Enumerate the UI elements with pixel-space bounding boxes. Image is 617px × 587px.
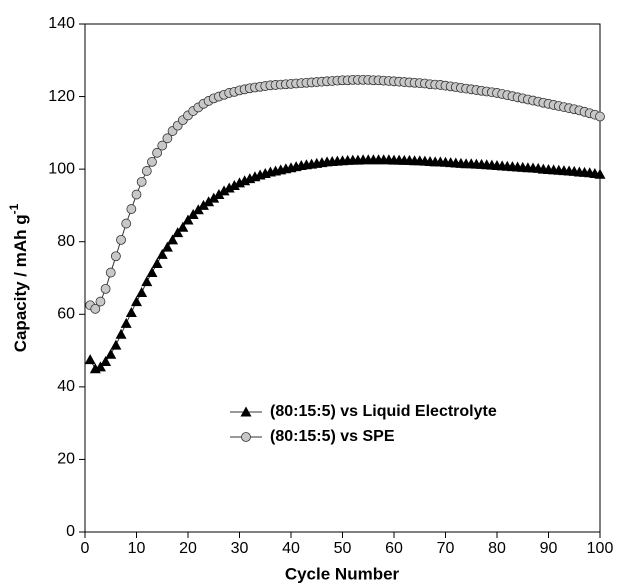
triangle-marker <box>156 248 168 259</box>
x-tick-label: 30 <box>231 540 249 557</box>
legend-label: (80:15:5) vs Liquid Electrolyte <box>270 403 497 420</box>
triangle-marker <box>136 287 148 298</box>
y-tick-label: 0 <box>66 523 75 540</box>
y-tick-label: 40 <box>57 378 75 395</box>
x-tick-label: 50 <box>334 540 352 557</box>
triangle-marker <box>223 182 235 193</box>
x-tick-label: 40 <box>282 540 300 557</box>
triangle-marker <box>146 267 158 278</box>
circle-marker <box>126 204 137 214</box>
triangle-marker <box>105 348 117 359</box>
circle-marker <box>121 218 132 229</box>
x-tick-label: 10 <box>128 540 146 557</box>
circle-marker <box>116 234 126 245</box>
y-tick-label: 80 <box>57 233 75 250</box>
circle-marker <box>105 267 116 278</box>
series-line <box>89 159 601 370</box>
triangle-marker <box>172 227 184 238</box>
circle-marker <box>111 251 121 262</box>
circle-marker <box>162 133 173 144</box>
triangle-marker <box>94 361 106 372</box>
triangle-marker <box>84 354 96 365</box>
y-label-sup: -1 <box>7 203 21 214</box>
y-tick-label: 100 <box>48 160 75 177</box>
circle-marker <box>141 166 152 176</box>
y-axis-label: Capacity / mAh g-1 <box>7 203 30 352</box>
circle-marker <box>147 156 157 167</box>
triangle-marker <box>203 196 215 207</box>
x-tick-label: 100 <box>587 540 614 557</box>
x-tick-label: 80 <box>488 540 506 557</box>
circle-marker <box>95 296 106 307</box>
triangle-marker <box>218 185 230 196</box>
y-tick-label: 140 <box>48 15 75 32</box>
circle-marker <box>131 189 142 200</box>
x-tick-label: 60 <box>385 540 403 557</box>
triangle-marker <box>151 257 163 268</box>
triangle-marker <box>228 179 240 190</box>
triangle-marker <box>115 328 127 339</box>
x-tick-label: 20 <box>179 540 197 557</box>
legend-label: (80:15:5) vs SPE <box>270 428 395 445</box>
circle-marker <box>100 283 111 294</box>
x-axis-label: Cycle Number <box>285 564 400 583</box>
triangle-marker <box>167 234 179 245</box>
triangle-marker <box>110 339 122 350</box>
circle-marker <box>90 303 101 314</box>
triangle-marker <box>192 204 204 215</box>
triangle-marker <box>182 214 194 225</box>
y-label-main: Capacity / mAh g <box>11 214 30 352</box>
y-tick-label: 120 <box>48 88 75 105</box>
circle-marker <box>241 432 251 442</box>
circle-marker <box>595 111 605 122</box>
triangle-marker <box>125 306 137 317</box>
series-line <box>89 79 601 310</box>
triangle-marker <box>100 355 112 366</box>
triangle-marker <box>197 199 209 210</box>
triangle-marker <box>213 189 225 200</box>
y-tick-label: 20 <box>57 451 75 468</box>
triangle-marker <box>161 241 173 252</box>
triangle-marker <box>120 317 132 328</box>
triangle-marker <box>177 221 189 232</box>
triangle-marker <box>131 296 142 307</box>
circle-marker <box>152 147 163 158</box>
triangle-marker <box>208 192 220 203</box>
x-tick-label: 70 <box>437 540 455 557</box>
circle-marker <box>157 140 168 151</box>
circle-marker <box>136 176 147 187</box>
x-tick-label: 90 <box>540 540 558 557</box>
y-tick-label: 60 <box>57 306 75 323</box>
x-tick-label: 0 <box>81 540 90 557</box>
triangle-marker <box>594 168 606 179</box>
triangle-marker <box>240 406 252 417</box>
triangle-marker <box>141 276 153 287</box>
